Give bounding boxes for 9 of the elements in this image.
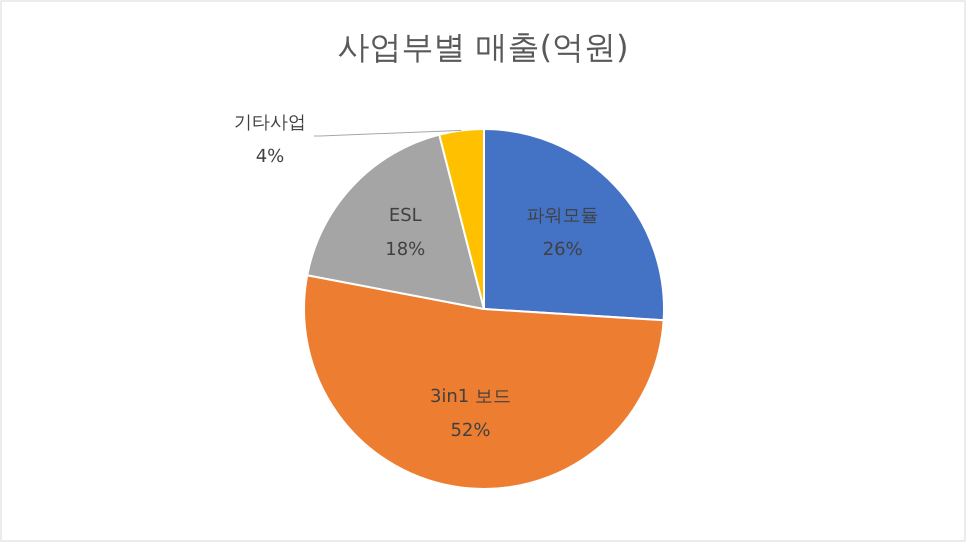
- slice-label: 3in1 보드: [430, 386, 511, 408]
- slice-label: 파워모듈: [526, 205, 599, 226]
- data-label: 26%: [542, 239, 583, 260]
- slice-label: ESL: [388, 205, 422, 226]
- slice-label: 기타사업: [234, 112, 306, 133]
- data-label: 18%: [385, 239, 426, 260]
- chart-title: 사업부별 매출(억원): [337, 28, 629, 66]
- data-label: 4%: [256, 146, 284, 167]
- data-label: 52%: [450, 420, 490, 442]
